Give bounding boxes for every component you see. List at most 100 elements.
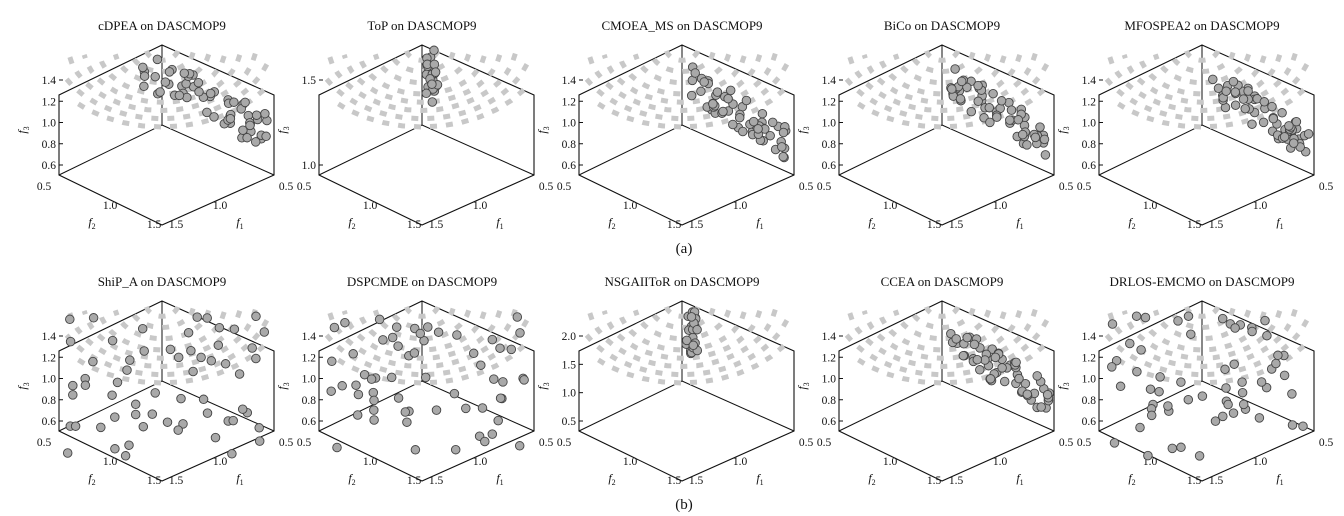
solution-point [369,395,379,406]
solution-point [122,365,132,375]
solution-point [139,346,149,356]
f2-tick-label: 1.5 [429,219,444,231]
solution-point [688,340,699,351]
solution-point [165,344,176,355]
solution-point [391,322,402,332]
z-tick-label: 1.4 [1082,331,1097,343]
box-outline [58,44,275,226]
solution-point [725,85,736,96]
solution-point [487,429,498,439]
solution-point [1022,140,1032,150]
reference-arc [617,55,747,97]
reference-arc [1106,308,1298,370]
solution-point [402,417,412,427]
solution-point [137,323,148,334]
f1-axis-label: f1 [496,215,503,231]
solution-point [723,93,733,104]
solution-point [80,380,91,391]
reference-arc [601,310,763,361]
solution-point [1298,421,1308,431]
solution-point [150,388,160,398]
panel-title: DRLOS-EMCMO on DASCMOP9 [1110,274,1295,289]
right-axis-line [941,380,1055,432]
z-tick-label: 0.8 [302,395,317,407]
solution-point [1006,105,1017,115]
solution-point [228,415,238,426]
solution-point [778,151,788,162]
z-tick-label: 1.0 [562,118,577,130]
f2-axis-label: f2 [88,215,95,231]
solution-point [186,345,196,356]
reference-arc [1101,319,1310,378]
reference-arc [846,52,1038,114]
f1-tick-label: 1.5 [147,219,162,231]
reference-arc [591,87,786,130]
solution-point [1140,312,1151,323]
solution-point [1273,350,1283,361]
f1-tick-label: 1.0 [1253,200,1268,212]
solution-point [430,67,441,77]
solution-point [1221,383,1231,393]
solution-point [1145,384,1156,394]
solution-point [225,113,236,124]
solution-point [1155,372,1165,382]
reference-arc [326,308,518,370]
solution-point [999,376,1010,387]
solution-point [423,322,433,332]
solution-point [261,131,271,142]
f2-tick-label: 1.5 [169,219,184,231]
solution-point [450,444,461,455]
solution-point [329,322,340,333]
f1-tick-label: 1.5 [407,219,422,231]
f2-axis-label: f2 [1128,471,1135,487]
solution-point [205,88,216,99]
solution-point [777,142,787,152]
reference-arc [321,63,530,122]
solution-point [196,352,206,363]
reference-arc [357,311,487,353]
f2-tick-label: 1.0 [363,200,378,212]
solution-point [1183,311,1194,321]
f1-tick-label: 0.5 [799,437,814,449]
solution-point [1247,326,1257,337]
reference-arc [892,53,992,86]
solution-point [237,404,248,414]
solution-point [229,97,239,107]
solution-point [130,399,141,410]
solution-point [495,343,505,353]
f1-axis-label: f1 [1016,471,1023,487]
solution-points [681,307,703,359]
left-axis-line [58,124,163,176]
box-outline [1098,44,1315,226]
f2-tick-label: 1.0 [1143,200,1158,212]
solution-point [1256,377,1267,387]
solution-point [139,81,149,92]
f2-tick-label: 0.5 [297,181,312,193]
solution-point [996,96,1007,106]
z-tick-label: 1.2 [822,96,837,108]
reference-arc [632,309,732,342]
solution-point [1287,389,1297,399]
solution-point [68,390,78,400]
solution-point [1111,355,1122,366]
panel-title: ToP on DASCMOP9 [367,18,476,33]
solution-point [1183,394,1194,405]
right-axis-line [941,124,1055,176]
solution-point [1030,132,1041,143]
reference-arc [1184,49,1220,63]
f1-tick-label: 0.5 [279,181,294,193]
reference-arc [1152,53,1252,86]
f2-tick-label: 0.5 [1077,181,1092,193]
solution-point [1039,134,1050,145]
solution-point [506,344,517,355]
solution-point [1022,389,1033,399]
solution-point [489,374,499,384]
f1-tick-label: 1.0 [993,200,1008,212]
f3-axis-label: f3 [275,382,291,389]
solution-point [990,352,1001,363]
solution-points [138,54,272,147]
solution-point [348,349,358,359]
right-axis-line [681,124,795,176]
